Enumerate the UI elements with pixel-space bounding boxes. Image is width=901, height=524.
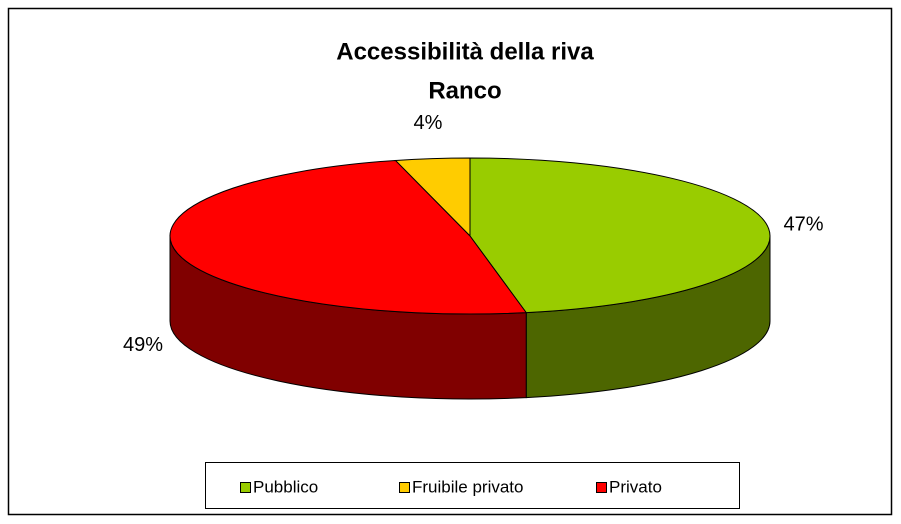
pie-slice: [469, 157, 771, 314]
legend-box: [205, 462, 740, 509]
data-label: 47%: [783, 214, 823, 236]
chart-subtitle: Ranco: [428, 77, 501, 104]
legend-swatch: [596, 482, 607, 493]
chart-title: Accessibilità della riva: [336, 38, 594, 65]
legend-swatch: [240, 482, 251, 493]
legend: Pubblico Fruibile privato Privato: [205, 462, 740, 509]
data-label: 4%: [414, 112, 443, 134]
chart-frame: [7, 7, 893, 516]
pie-tops: [169, 157, 771, 315]
legend-label: Fruibile privato: [412, 477, 524, 496]
data-label: 49%: [123, 334, 163, 356]
legend-swatch: [399, 482, 410, 493]
legend-label: Privato: [609, 477, 662, 496]
pie-slice: [169, 159, 528, 315]
data-labels: 47% 4% 49%: [123, 112, 824, 356]
legend-label: Pubblico: [253, 477, 318, 496]
